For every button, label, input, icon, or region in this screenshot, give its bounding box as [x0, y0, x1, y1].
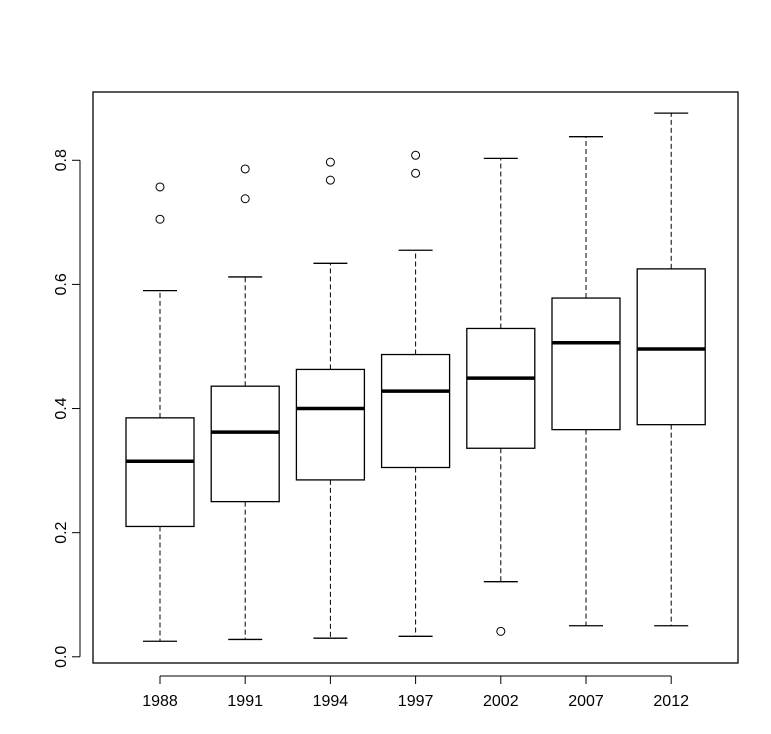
y-tick-label-0: 0.0 — [53, 646, 70, 668]
y-axis: 0.0 0.2 0.4 0.6 0.8 — [53, 149, 81, 668]
box-1994 — [295, 157, 366, 639]
outlier-point-0 — [240, 194, 250, 204]
iqr-box — [380, 353, 451, 469]
outlier-point-1 — [411, 150, 421, 160]
iqr-box — [295, 368, 366, 481]
outlier-point-1 — [325, 157, 335, 167]
box-1988 — [125, 182, 195, 642]
y-tick-label-1: 0.2 — [53, 521, 70, 543]
box-2012 — [636, 112, 706, 627]
iqr-box — [636, 268, 706, 426]
box-2002 — [466, 157, 536, 636]
box-1991 — [210, 164, 280, 641]
outlier-point-1 — [155, 182, 165, 192]
x-tick-label-1991: 1991 — [227, 693, 263, 710]
boxes — [125, 112, 706, 642]
box-2007 — [551, 136, 621, 627]
outlier-point-0 — [325, 175, 335, 185]
iqr-box — [551, 297, 621, 431]
y-tick-label-3: 0.6 — [53, 273, 70, 295]
x-tick-label-2012: 2012 — [653, 693, 689, 710]
x-tick-label-2002: 2002 — [483, 693, 519, 710]
x-tick-label-2007: 2007 — [568, 693, 604, 710]
iqr-box — [125, 417, 195, 528]
x-tick-label-1988: 1988 — [142, 693, 178, 710]
x-tick-label-1997: 1997 — [398, 693, 434, 710]
iqr-box — [210, 385, 280, 503]
outlier-point-1 — [240, 164, 250, 174]
box-1997 — [380, 150, 451, 637]
outlier-point-0 — [411, 168, 421, 178]
y-tick-label-2: 0.4 — [53, 397, 70, 419]
x-axis: 1988 1991 1994 1997 2002 2007 2012 — [142, 675, 689, 710]
y-tick-label-4: 0.8 — [53, 149, 70, 171]
plot-frame — [92, 91, 739, 664]
iqr-box — [466, 327, 536, 449]
outlier-point-0 — [496, 626, 506, 636]
outlier-point-0 — [155, 214, 165, 224]
x-tick-label-1994: 1994 — [313, 693, 349, 710]
